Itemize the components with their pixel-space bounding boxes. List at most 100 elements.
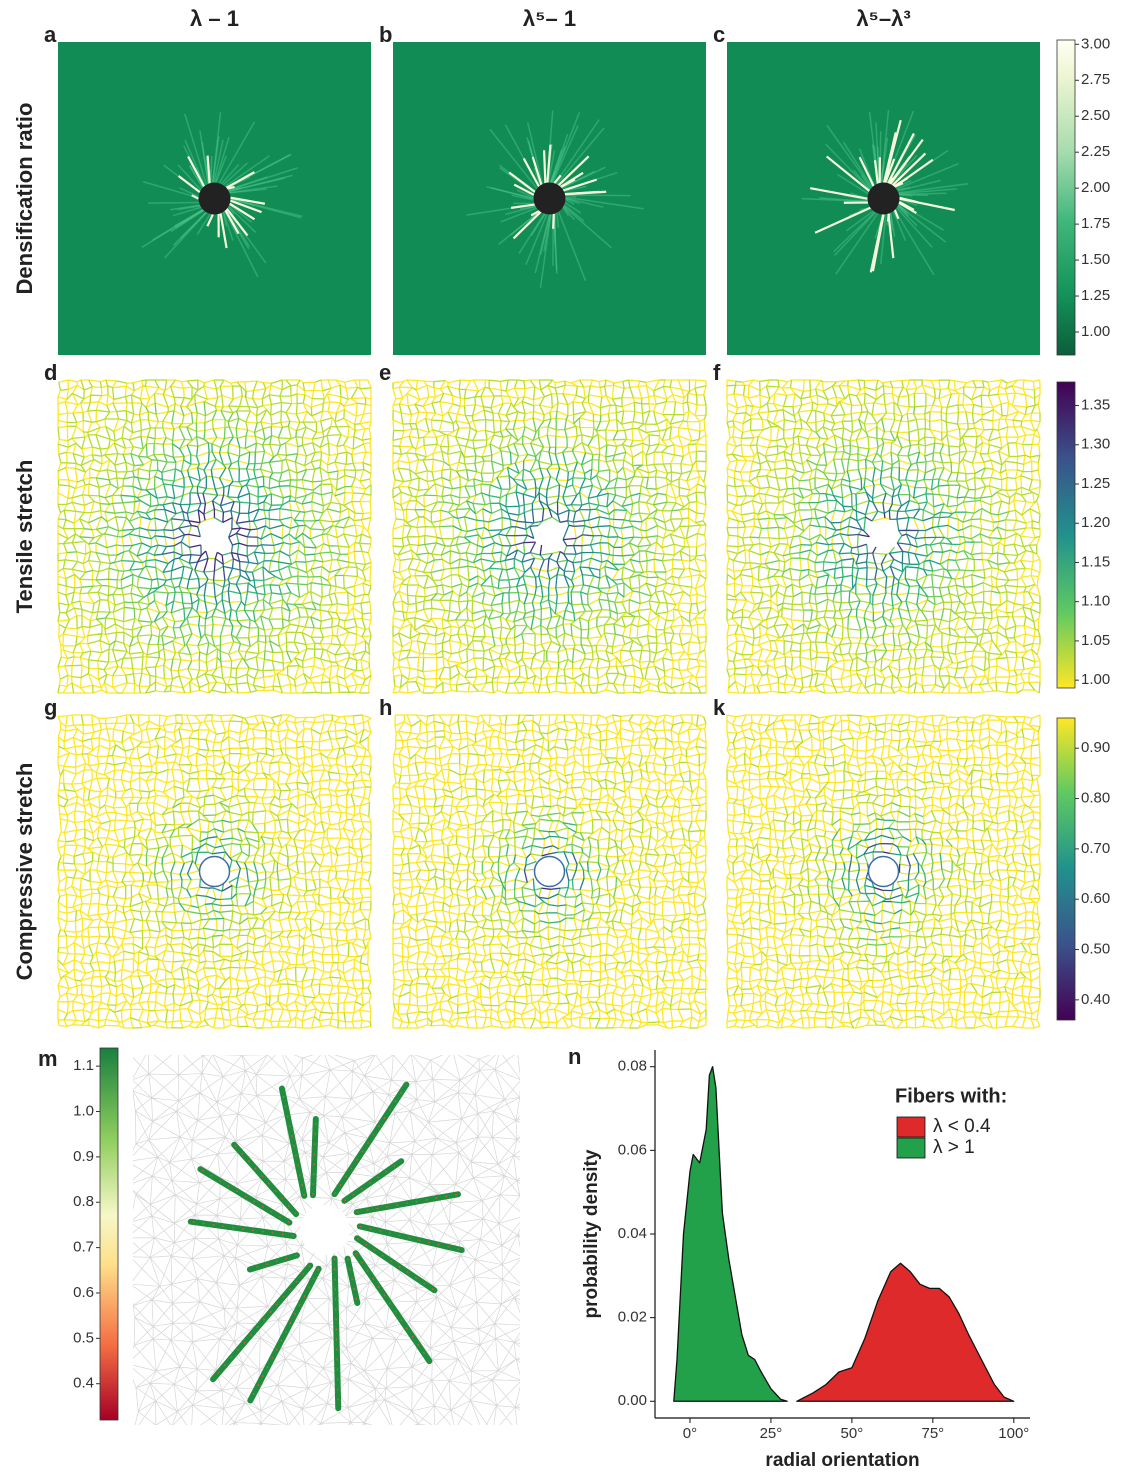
fiber-network [392,714,707,1029]
colorbar-tick-label: 0.70 [1081,840,1110,857]
density-streak [897,193,928,197]
density-streak [562,204,612,249]
colorbar-tick-label: 0.7 [73,1239,94,1256]
density-streak [895,162,959,191]
panel-letter: f [713,360,721,385]
density-streak [801,197,869,203]
density-streak [224,208,250,247]
fiber-network [392,714,707,1029]
panel-letter: n [568,1044,581,1069]
fiber-network [57,714,372,1029]
density-streak [562,178,598,192]
x-tick-label: 75° [922,1425,945,1442]
density-streak [897,183,969,194]
fiber-network [873,851,901,892]
panels: λ – 1 λ⁵– 1 λ⁵–λ³ Densification ratio Tensil… [12,6,1110,1425]
colorbar-tick-label: 1.00 [1081,323,1110,340]
fiber-network [497,822,602,924]
x-axis-title: radial orientation [765,1450,919,1471]
density-streak [560,178,576,189]
density-streak [833,210,877,253]
density-streak [860,174,872,191]
legend-swatch [896,1137,926,1159]
density-streak [196,212,212,235]
colorbar-tick-label: 1.05 [1081,632,1110,649]
density-streak [220,163,240,186]
density-streak [522,157,540,188]
y-tick-label: 0.04 [618,1225,647,1242]
fiber-network [480,805,619,948]
density-streak [814,206,871,234]
fiber-network [868,842,911,892]
fiber-network [142,794,289,940]
x-tick-label: 100° [998,1425,1029,1442]
density-streak [825,143,872,192]
density-streak [201,141,210,185]
fiber-network [173,492,259,581]
colorbar [99,1047,119,1421]
fiber-network [186,836,242,900]
fiber-network [392,379,707,694]
density-streak [825,155,871,192]
density-streak [892,209,907,241]
fiber-network [162,487,266,584]
colorbar-tick-label: 0.80 [1081,790,1110,807]
density-streak [845,209,875,232]
colorbar-tick-label: 1.30 [1081,436,1110,453]
density-streak [893,208,935,276]
fiber-network [221,884,233,892]
inclusion [533,182,566,215]
colorbar-tick-label: 0.50 [1081,941,1110,958]
density-streak [508,171,536,193]
density-streak [887,213,895,259]
fiber-network [452,447,643,630]
y-axis-title: probability density [581,1149,602,1318]
fiber-network [726,714,1041,1029]
density-streak [550,112,581,184]
fiber-network [66,391,352,671]
fiber-network [749,406,1010,663]
colorbar-tick-label: 1.75 [1081,215,1110,232]
density-streak [225,171,255,189]
density-streak [553,174,562,184]
density-streak [879,213,887,265]
fiber-network [830,490,937,589]
density-streak [228,188,267,194]
density-streak [551,125,579,185]
density-streak [489,128,539,190]
row-label: Tensile stretch [12,460,37,614]
density-streak [557,155,590,187]
panel-letter: m [38,1046,58,1071]
density-streak [555,211,560,228]
colorbar-tick-label: 0.6 [73,1284,94,1301]
density-streak [546,144,552,183]
colorbar-tick-label: 1.35 [1081,397,1110,414]
density-streak [170,209,206,233]
density-streak [880,137,889,184]
legend-swatch [896,1116,926,1138]
density-streak [184,139,206,188]
density-streak [222,210,228,227]
density-streak [554,119,600,185]
fiber-network [841,827,927,925]
colorbar-tick-label: 1.0 [73,1102,94,1119]
fiber-streak-core [200,1168,290,1224]
fiber-streak-core [355,1252,430,1362]
x-tick-label: 25° [760,1425,783,1442]
density-streak [500,206,538,223]
density-area [673,1066,788,1402]
density-streak [179,211,208,239]
density-streak [510,210,542,236]
density-streak [836,173,870,195]
fiber-network [57,379,372,694]
density-streak [227,204,235,215]
fiber-network [807,802,961,946]
fiber-network [523,845,578,900]
density-streak [227,204,257,234]
density-streak [549,133,569,184]
density-streak [141,208,205,249]
density-streak [893,176,909,188]
density-streak [525,213,549,265]
y-tick-label: 0.08 [618,1058,647,1075]
colorbar-tick-label: 1.15 [1081,553,1110,570]
